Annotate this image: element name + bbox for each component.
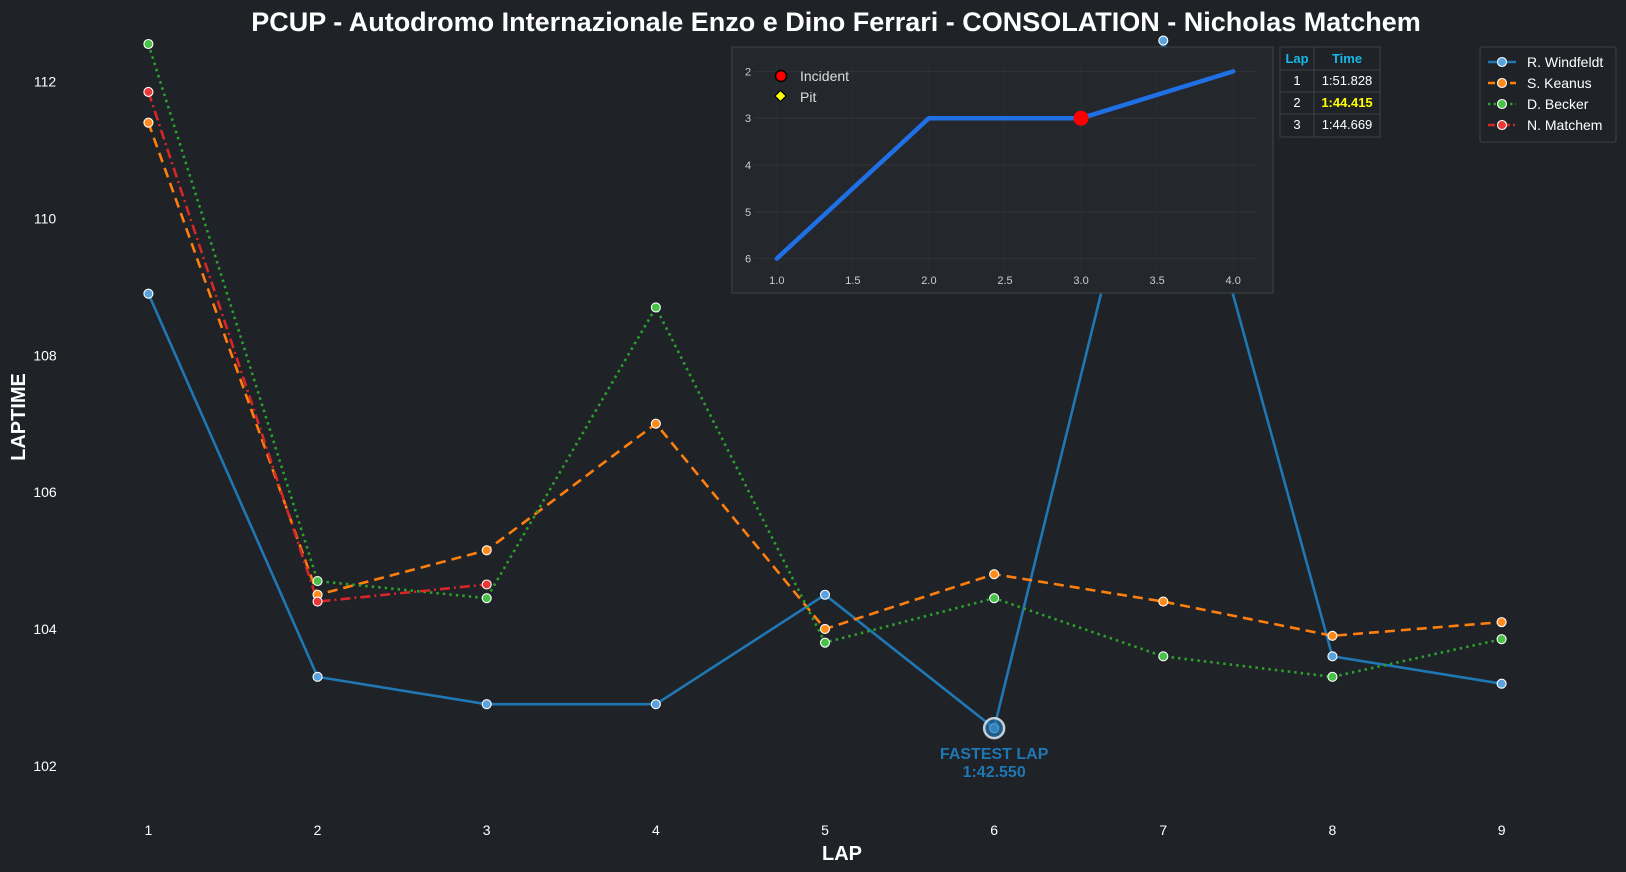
y-tick-label: 104 bbox=[33, 621, 57, 637]
y-tick-label: 102 bbox=[33, 758, 57, 774]
legend-label: S. Keanus bbox=[1527, 75, 1592, 91]
table-header-lap: Lap bbox=[1285, 51, 1308, 66]
y-tick-label: 106 bbox=[33, 484, 57, 500]
x-axis-label: LAP bbox=[822, 843, 862, 865]
data-point bbox=[312, 596, 323, 607]
inset-x-tick-label: 1.0 bbox=[769, 275, 784, 287]
data-point bbox=[481, 545, 492, 556]
data-point bbox=[481, 593, 492, 604]
data-point bbox=[1496, 634, 1507, 645]
incident-marker bbox=[1073, 110, 1089, 126]
y-tick-label: 110 bbox=[34, 210, 57, 226]
pit-legend-label: Pit bbox=[800, 89, 816, 105]
y-axis-ticks: 102 104 106 108 110 112 bbox=[33, 74, 57, 774]
inset-x-tick-label: 3.5 bbox=[1149, 275, 1164, 287]
x-tick-label: 4 bbox=[652, 822, 660, 838]
table-cell-time: 1:51.828 bbox=[1322, 73, 1373, 88]
y-tick-label: 112 bbox=[34, 74, 57, 90]
data-point bbox=[1496, 617, 1507, 628]
data-point bbox=[143, 38, 154, 50]
data-point bbox=[650, 699, 661, 710]
inset-x-tick-label: 2.0 bbox=[921, 275, 936, 287]
data-point bbox=[989, 569, 1000, 580]
data-point bbox=[312, 671, 323, 682]
legend-marker bbox=[1496, 119, 1508, 131]
x-tick-label: 3 bbox=[483, 822, 491, 838]
data-point bbox=[1327, 630, 1338, 641]
x-tick-label: 7 bbox=[1159, 822, 1167, 838]
data-point bbox=[312, 576, 323, 587]
inset-x-ticks: 1.0 1.5 2.0 2.5 3.0 3.5 4.0 bbox=[769, 275, 1241, 287]
table-cell-time-best: 1:44.415 bbox=[1321, 95, 1372, 110]
data-point bbox=[1327, 671, 1338, 682]
inset-event-markers bbox=[1073, 110, 1089, 126]
fastest-lap-time: 1:42.550 bbox=[963, 764, 1026, 781]
x-axis-ticks: 1 2 3 4 5 6 7 8 9 bbox=[145, 822, 1506, 838]
inset-y-tick-label: 4 bbox=[745, 160, 751, 172]
incident-legend-icon bbox=[774, 69, 788, 83]
lap-time-table: Lap Time 1 1:51.828 2 1:44.415 3 1:44.66… bbox=[1279, 46, 1381, 138]
position-inset-chart: 2 3 4 5 6 1.0 1.5 2.0 2.5 3.0 3.5 4.0 Incident Pit bbox=[731, 46, 1274, 294]
data-point bbox=[819, 637, 831, 648]
inset-y-tick-label: 3 bbox=[745, 113, 751, 125]
table-cell-lap: 1 bbox=[1293, 73, 1300, 88]
inset-x-tick-label: 1.5 bbox=[845, 275, 860, 287]
inset-x-tick-label: 3.0 bbox=[1073, 275, 1088, 287]
data-point bbox=[143, 86, 154, 97]
table-cell-lap: 2 bbox=[1293, 95, 1300, 110]
data-point bbox=[1496, 678, 1507, 689]
data-point bbox=[481, 699, 492, 710]
inset-y-tick-label: 2 bbox=[745, 66, 751, 78]
x-tick-label: 9 bbox=[1498, 822, 1506, 838]
data-point bbox=[650, 418, 661, 429]
legend-label: R. Windfeldt bbox=[1527, 54, 1603, 70]
legend-frame bbox=[1479, 46, 1617, 143]
inset-position-line bbox=[774, 69, 1236, 261]
legend-marker bbox=[1496, 56, 1508, 68]
data-point bbox=[1158, 596, 1169, 607]
legend: R. Windfeldt S. Keanus D. Becker N. Matchem bbox=[1479, 46, 1617, 143]
pit-legend-icon bbox=[773, 89, 788, 103]
data-point bbox=[481, 579, 492, 590]
fastest-lap-label: FASTEST LAP bbox=[940, 746, 1049, 763]
x-tick-label: 8 bbox=[1329, 822, 1337, 838]
data-point bbox=[819, 589, 831, 600]
table-cell-time: 1:44.669 bbox=[1322, 117, 1373, 132]
x-tick-label: 2 bbox=[314, 822, 322, 838]
legend-label: D. Becker bbox=[1527, 96, 1589, 112]
table-cell-lap: 3 bbox=[1293, 117, 1300, 132]
fastest-lap-annotation: FASTEST LAP 1:42.550 bbox=[940, 716, 1049, 781]
legend-entries: R. Windfeldt S. Keanus D. Becker N. Matchem bbox=[1488, 54, 1603, 133]
x-tick-label: 5 bbox=[821, 822, 829, 838]
data-point bbox=[1158, 651, 1169, 662]
data-point bbox=[819, 623, 831, 635]
legend-marker bbox=[1496, 77, 1508, 89]
legend-marker bbox=[1496, 98, 1508, 110]
fastest-lap-marker bbox=[982, 716, 1006, 740]
data-point bbox=[143, 117, 154, 128]
data-point bbox=[650, 302, 661, 313]
table-header-time: Time bbox=[1332, 51, 1362, 66]
data-point bbox=[143, 288, 154, 299]
inset-x-tick-label: 2.5 bbox=[997, 275, 1012, 287]
inset-y-tick-label: 6 bbox=[745, 254, 751, 266]
data-point bbox=[1158, 35, 1169, 46]
inset-y-tick-label: 5 bbox=[745, 207, 751, 219]
inset-x-tick-label: 4.0 bbox=[1226, 275, 1241, 287]
inset-legend: Incident Pit bbox=[773, 68, 849, 105]
incident-legend-label: Incident bbox=[800, 68, 849, 84]
inset-y-ticks: 2 3 4 5 6 bbox=[745, 66, 751, 265]
y-tick-label: 108 bbox=[33, 347, 57, 363]
y-axis-label: LAPTIME bbox=[8, 373, 30, 461]
data-point bbox=[989, 593, 1000, 604]
x-tick-label: 1 bbox=[145, 822, 153, 838]
x-tick-label: 6 bbox=[990, 822, 998, 838]
inset-grid bbox=[754, 60, 1256, 272]
chart-title: PCUP - Autodromo Internazionale Enzo e D… bbox=[251, 7, 1421, 37]
legend-label: N. Matchem bbox=[1527, 117, 1602, 133]
series-markers bbox=[143, 35, 1507, 734]
data-point bbox=[1327, 651, 1338, 662]
